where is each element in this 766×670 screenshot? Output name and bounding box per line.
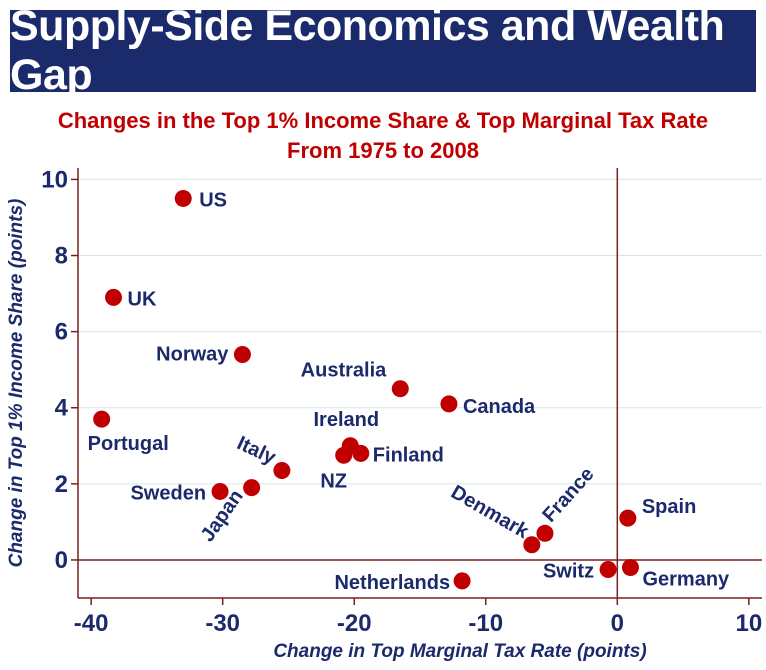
point-portugal [93,410,111,428]
y-axis-title: Change in Top 1% Income Share (points) [6,199,27,568]
point-finland [352,444,370,462]
page-title: Supply-Side Economics and Wealth Gap [10,2,725,99]
point-france [536,524,554,542]
label-sweden: Sweden [130,482,206,504]
label-italy: Italy [233,432,279,469]
point-denmark [523,536,541,554]
point-uk [105,288,123,306]
point-switz [599,560,617,578]
y-tick-label: 6 [55,319,68,346]
label-norway: Norway [156,343,229,365]
label-spain: Spain [642,496,696,518]
chart-subtitle: From 1975 to 2008 [287,138,479,163]
point-nz [335,446,353,464]
x-tick-label: 10 [735,610,762,637]
point-sweden [211,482,229,500]
x-tick-label: -30 [205,610,240,637]
x-tick-label: 0 [611,610,624,637]
label-nz: NZ [320,470,347,492]
label-finland: Finland [373,444,444,466]
point-australia [391,380,409,398]
point-us [174,189,192,207]
x-tick-label: -20 [337,610,372,637]
point-canada [440,395,458,413]
y-tick-label: 0 [55,547,68,574]
x-tick-label: -10 [468,610,503,637]
y-tick-label: 4 [55,395,69,422]
label-switz: Switz [543,560,594,582]
label-canada: Canada [463,396,536,418]
chart-title: Changes in the Top 1% Income Share & Top… [57,108,709,133]
label-uk: UK [128,288,157,310]
y-tick-label: 8 [55,243,68,270]
label-france: France [538,463,598,526]
label-germany: Germany [642,569,730,591]
x-axis-title: Change in Top Marginal Tax Rate (points) [273,641,646,662]
point-netherlands [453,572,471,590]
point-japan [243,479,261,497]
point-spain [619,509,637,527]
label-portugal: Portugal [88,433,169,455]
label-ireland: Ireland [313,409,379,431]
point-italy [273,462,291,480]
title-banner: Supply-Side Economics and Wealth Gap [10,2,756,99]
y-tick-label: 2 [55,471,68,498]
label-netherlands: Netherlands [334,572,450,594]
point-norway [233,345,251,363]
y-tick-label: 10 [41,166,68,193]
label-us: US [199,189,227,211]
label-denmark: Denmark [447,481,533,543]
point-germany [621,559,639,577]
label-australia: Australia [301,360,387,382]
x-tick-label: -40 [74,610,109,637]
